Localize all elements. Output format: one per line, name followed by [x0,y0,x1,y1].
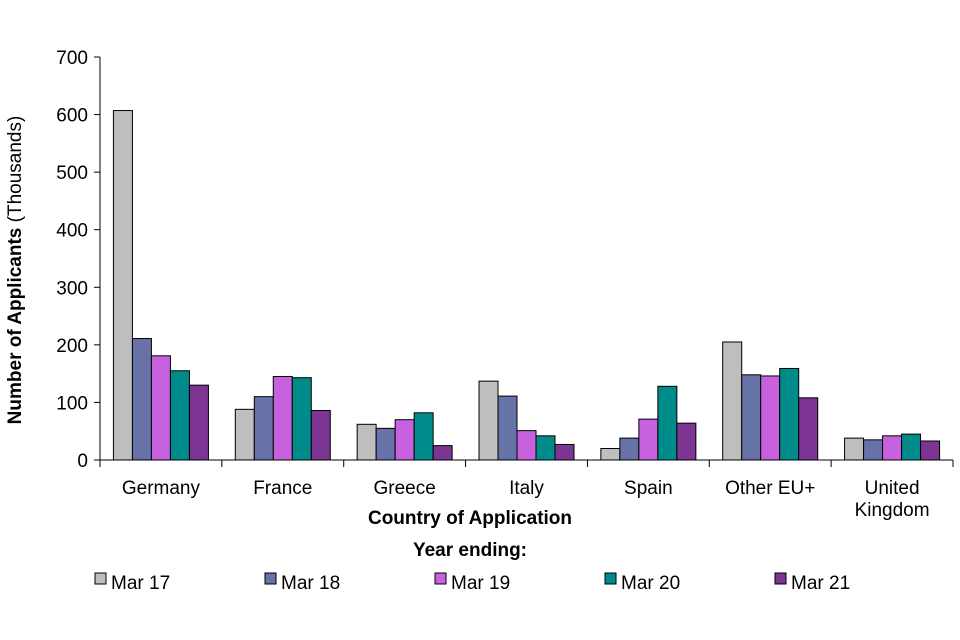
bar-germany-mar-18 [131,338,152,461]
bar-germany-mar-21 [188,384,209,461]
bar-france-mar-17 [234,408,255,461]
legend-swatch [774,572,787,585]
legend-label: Mar 20 [621,573,680,594]
x-tick-label: Other EU+ [725,478,815,499]
bar-spain-mar-19 [638,418,659,461]
legend-item-mar-17: Mar 17 [94,572,170,594]
bar-spain-mar-21 [676,422,697,461]
bar-greece-mar-21 [432,445,453,461]
bar-italy-mar-17 [478,380,499,461]
legend-swatch [434,572,447,585]
bar-united-kingdom-mar-20 [901,433,922,461]
bar-germany-mar-17 [112,110,133,461]
x-tick-label-line: United [865,478,920,499]
x-tick-label: United Kingdom [855,478,930,521]
bar-france-mar-19 [272,376,293,461]
y-tick-label: 200 [56,336,88,357]
x-tick-label: France [253,478,312,499]
y-tick-label: 100 [56,393,88,414]
bar-spain-mar-20 [657,385,678,461]
x-tick-label-line: France [253,478,312,499]
x-tick-label: Greece [373,478,435,499]
bar-other-eu-mar-20 [779,367,800,461]
legend-item-mar-20: Mar 20 [604,572,680,594]
bar-italy-mar-20 [535,435,556,461]
y-axis-title-unit: (Thousands) [5,116,26,228]
bar-greece-mar-19 [394,419,415,461]
y-axis-title-bold: Number of Applicants [5,228,26,425]
x-tick-label-line: Spain [624,478,673,499]
bar-greece-mar-20 [413,412,434,461]
bar-united-kingdom-mar-17 [844,437,865,461]
x-axis: Germany France Greece Italy Spain Other EU+ Un… [99,459,954,521]
bar-italy-mar-18 [497,395,518,461]
x-tick-label: Italy [509,478,544,499]
y-tick-label: 300 [56,278,88,299]
legend-title: Year ending: [413,540,527,561]
bar-spain-mar-17 [600,447,621,461]
x-tick-label-line: Italy [509,478,544,499]
legend-label: Mar 18 [281,573,340,594]
bar-other-eu-mar-18 [741,374,762,461]
bar-france-mar-21 [310,409,331,461]
legend-label: Mar 21 [791,573,850,594]
legend-label: Mar 17 [111,573,170,594]
legend-swatch [94,572,107,585]
bar-other-eu-mar-21 [798,397,819,461]
y-tick-label: 500 [56,163,88,184]
bar-other-eu-mar-17 [722,341,743,461]
bar-france-mar-20 [291,377,312,461]
y-axis: 0 100 200 300 400 500 600 700 [56,48,101,472]
bar-spain-mar-18 [619,437,640,461]
bar-united-kingdom-mar-18 [863,439,884,461]
y-tick-label: 400 [56,221,88,242]
bar-greece-mar-18 [375,427,396,461]
legend-item-mar-21: Mar 21 [774,572,850,594]
x-tick-label-line: Germany [122,478,201,499]
x-tick-label: Germany [122,478,201,499]
x-axis-title: Country of Application [368,508,572,529]
bar-other-eu-mar-19 [760,375,781,461]
x-tick-label-line: Greece [373,478,435,499]
bar-italy-mar-19 [516,430,537,461]
bar-greece-mar-17 [356,423,377,461]
bars-layer [112,110,941,461]
bar-germany-mar-19 [150,355,171,461]
legend-swatch [264,572,277,585]
y-tick-label: 0 [77,451,88,472]
bar-united-kingdom-mar-19 [882,435,903,461]
legend: Mar 17 Mar 18 Mar 19 Mar 20 Mar 21 [94,572,850,594]
bar-united-kingdom-mar-21 [920,440,941,461]
legend-swatch [604,572,617,585]
x-tick-label-line: Other EU+ [725,478,815,499]
legend-label: Mar 19 [451,573,510,594]
legend-item-mar-18: Mar 18 [264,572,340,594]
x-tick-label: Spain [624,478,673,499]
y-tick-label: 700 [56,48,88,69]
legend-item-mar-19: Mar 19 [434,572,510,594]
bar-france-mar-18 [253,396,274,461]
y-axis-title: Number of Applicants (Thousands) [5,116,26,425]
bar-germany-mar-20 [169,370,190,461]
x-tick-label-line: Kingdom [855,500,930,521]
bar-italy-mar-21 [554,443,575,461]
y-tick-label: 600 [56,106,88,127]
